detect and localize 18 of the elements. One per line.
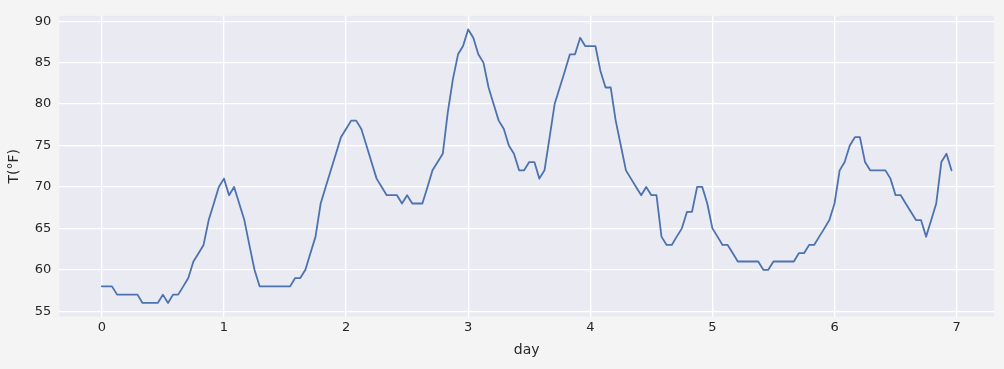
y-tick-label: 55 [34,302,52,318]
x-tick-label: 1 [219,318,229,334]
y-tick-label: 85 [34,53,52,69]
y-tick-label: 75 [34,136,52,152]
y-tick-label: 90 [34,12,52,28]
y-axis-title: T(°F) [5,148,22,185]
y-tick-label: 80 [34,95,52,111]
x-tick-label: 4 [586,318,595,334]
x-axis-title: day [513,341,540,358]
y-tick-label: 60 [34,261,52,277]
y-tick-label: 65 [34,219,52,235]
x-tick-label: 6 [830,318,839,334]
x-tick-label: 3 [464,318,473,334]
x-tick-label: 0 [97,318,106,334]
y-tick-label: 70 [34,178,52,194]
x-tick-label: 5 [708,318,717,334]
x-tick-label: 2 [341,318,351,334]
x-tick-label: 7 [952,318,961,334]
